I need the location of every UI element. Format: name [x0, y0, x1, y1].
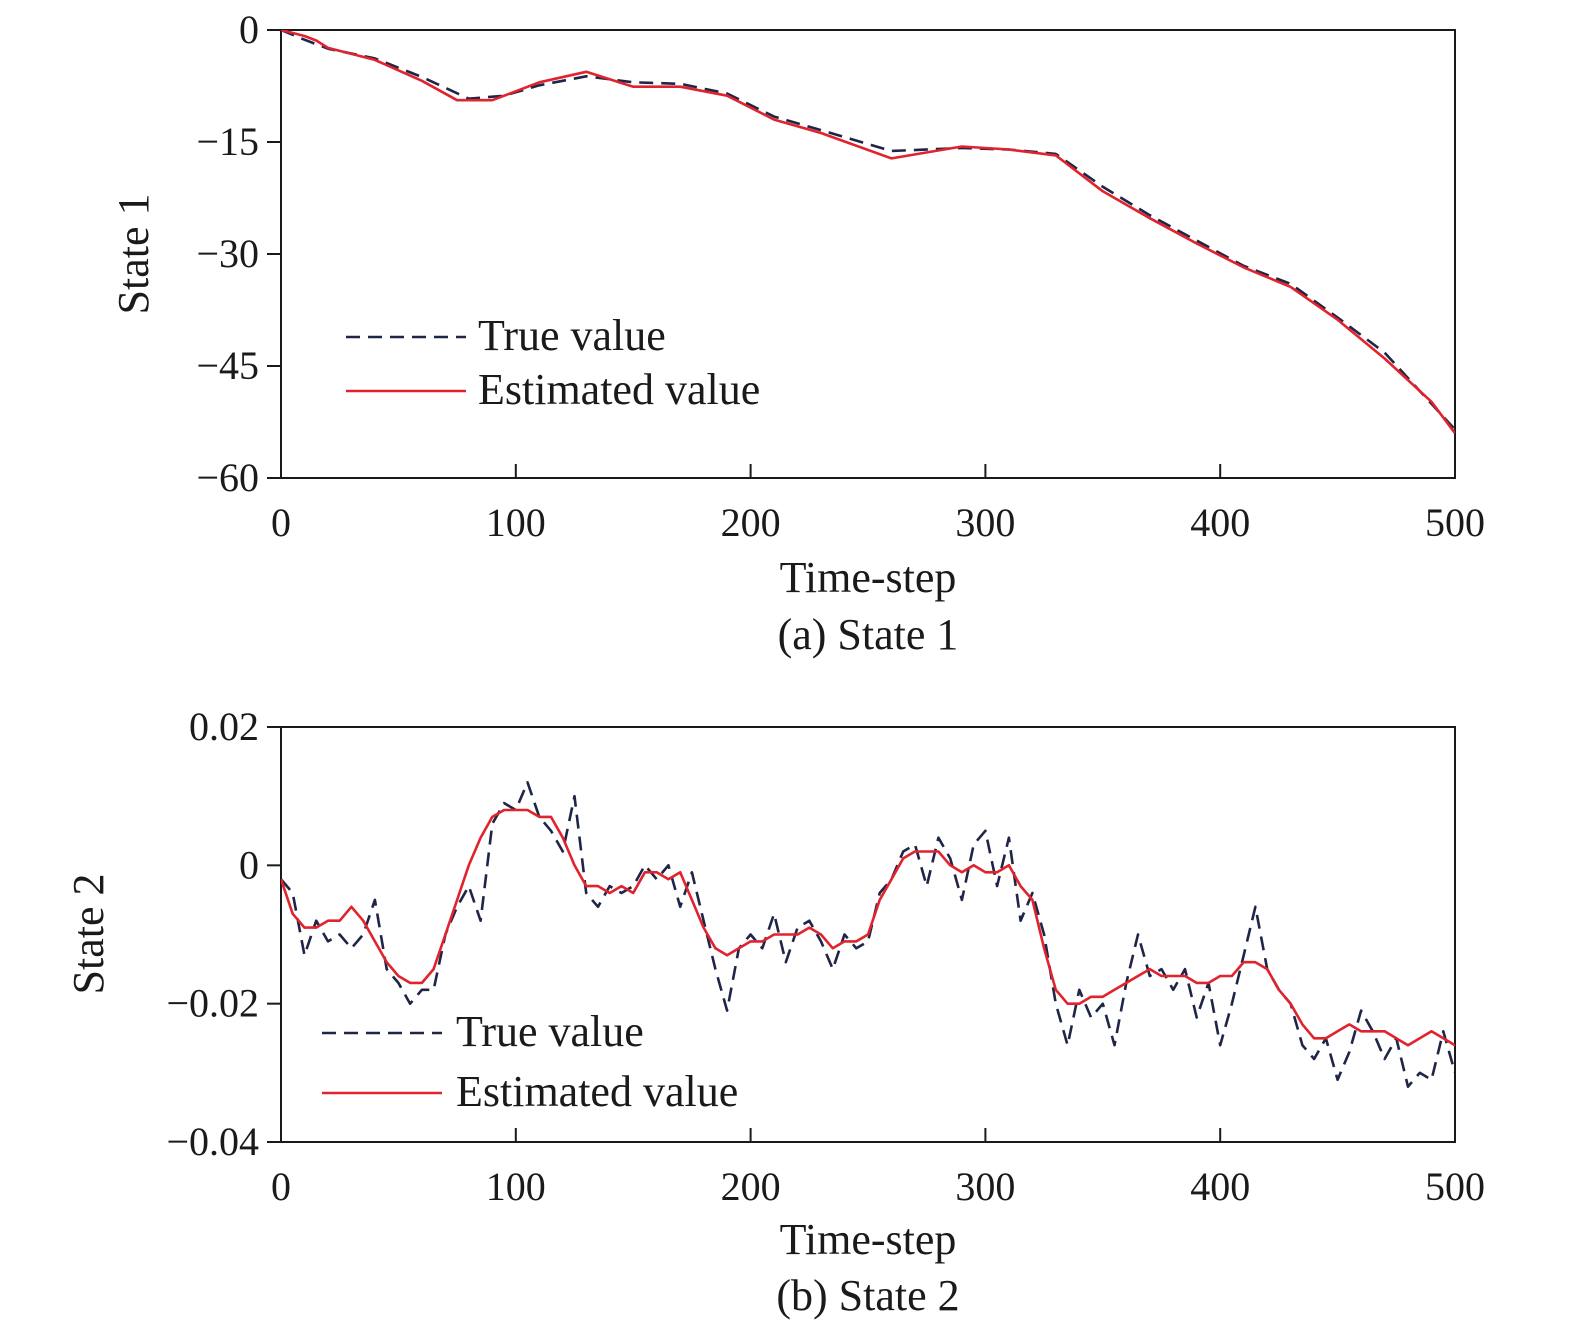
- legend-label: Estimated value: [478, 365, 760, 414]
- series-line-true-value: [281, 781, 1455, 1088]
- x-tick-label: 500: [1425, 1164, 1485, 1209]
- x-tick-label: 400: [1190, 1164, 1250, 1209]
- plot-frame: [280, 29, 1456, 479]
- x-tick-label: 200: [721, 500, 781, 545]
- y-tick-label: −30: [196, 231, 259, 276]
- x-tick-label: 300: [955, 500, 1015, 545]
- x-tick-label: 0: [271, 1164, 291, 1209]
- y-tick-label: −60: [196, 455, 259, 500]
- y-tick-label: 0: [239, 842, 259, 887]
- y-tick-label: 0: [239, 7, 259, 52]
- series-group: [281, 781, 1455, 1088]
- y-axis-title: State 1: [109, 194, 158, 315]
- x-tick-label: 300: [955, 1164, 1015, 1209]
- x-axis-title: Time-step: [780, 1215, 957, 1264]
- y-tick-label: 0.02: [189, 704, 259, 749]
- figure-caption: (a) State 1: [778, 610, 959, 659]
- legend-label: Estimated value: [456, 1067, 738, 1116]
- y-tick-label: −15: [196, 119, 259, 164]
- panel-state-1: 0 100 200 300 400 500 0 −15 −30 −45 −60 True value E…: [109, 7, 1485, 659]
- figure-caption: (b) State 2: [776, 1271, 959, 1320]
- x-tick-label: 100: [486, 1164, 546, 1209]
- legend-label: True value: [478, 311, 666, 360]
- plot-frame: [280, 726, 1456, 1143]
- panel-state-2: 0 100 200 300 400 500 0.02 0 −0.02 −0.04 True valu…: [64, 704, 1485, 1320]
- x-tick-label: 0: [271, 500, 291, 545]
- series-line-estimated-value: [281, 30, 1455, 434]
- series-line-estimated-value: [281, 808, 1455, 1047]
- x-tick-label: 400: [1190, 500, 1250, 545]
- y-axis-title: State 2: [64, 874, 113, 995]
- y-tick-label: −0.02: [166, 981, 259, 1026]
- series-line-true-value: [281, 30, 1455, 431]
- y-tick-label: −0.04: [166, 1119, 259, 1164]
- y-tick-label: −45: [196, 343, 259, 388]
- x-tick-label: 200: [721, 1164, 781, 1209]
- x-tick-label: 100: [486, 500, 546, 545]
- x-tick-label: 500: [1425, 500, 1485, 545]
- series-group: [281, 30, 1455, 434]
- x-axis-title: Time-step: [780, 553, 957, 602]
- legend-label: True value: [456, 1007, 644, 1056]
